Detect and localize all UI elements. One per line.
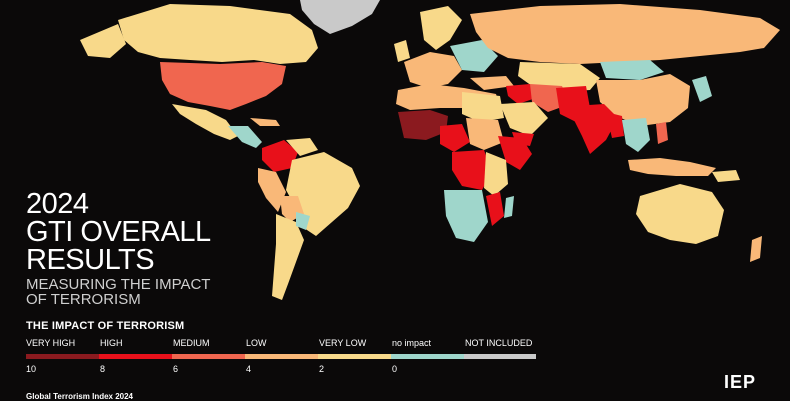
region-nigeria (440, 124, 470, 152)
legend-label-low: LOW (246, 338, 267, 348)
legend-label-high: HIGH (100, 338, 123, 348)
title-results: RESULTS (26, 244, 155, 276)
legend-swatch-not-included (464, 354, 536, 359)
legend-swatch-medium (172, 354, 245, 359)
iep-logo: IEP (724, 372, 757, 392)
region-venezuela (286, 138, 318, 156)
region-eastern-europe (450, 40, 498, 72)
region-greenland (300, 0, 380, 34)
subtitle-line1: MEASURING THE IMPACT (26, 276, 211, 293)
legend-swatch-high (99, 354, 172, 359)
region-philippines (656, 122, 668, 144)
legend-swatch-low (245, 354, 318, 359)
legend-labels: VERY HIGH HIGH MEDIUM LOW VERY LOW no im… (26, 338, 546, 352)
region-uk (394, 40, 410, 62)
legend-tick-6: 6 (173, 364, 179, 374)
region-sahel (398, 110, 448, 140)
legend-ticks: 10 8 6 4 2 0 (26, 364, 546, 376)
title-block: 2024 GTI OVERALL RESULTS MEASURING THE I… (26, 188, 211, 308)
legend-tick-2: 2 (319, 364, 325, 374)
legend-label-no-impact: no impact (392, 338, 432, 348)
region-east-africa (484, 152, 508, 196)
region-myanmar (606, 112, 624, 138)
region-scandinavia (420, 6, 462, 50)
legend-heading: THE IMPACT OF TERRORISM (26, 320, 185, 332)
legend-tick-4: 4 (246, 364, 252, 374)
region-ethiopia-somalia (498, 136, 532, 170)
region-mongolia (600, 60, 664, 80)
legend-swatch-very-high (26, 354, 99, 359)
region-southern-africa (444, 190, 488, 242)
legend-tick-10: 10 (26, 364, 37, 374)
legend-tick-0: 0 (392, 364, 398, 374)
subtitle-line2: OF TERRORISM (26, 291, 141, 308)
region-china (596, 74, 690, 126)
region-syria-iraq (506, 84, 536, 104)
region-korea-japan (692, 76, 712, 102)
region-turkey (470, 76, 514, 90)
legend-label-medium: MEDIUM (173, 338, 210, 348)
legend-tick-8: 8 (100, 364, 106, 374)
region-new-zealand (750, 236, 762, 262)
region-png (712, 170, 740, 182)
region-mozambique (486, 192, 504, 226)
legend-swatch-very-low (318, 354, 391, 359)
legend-label-not-included: NOT INCLUDED (465, 338, 533, 348)
region-canada (118, 4, 318, 64)
region-western-europe (404, 52, 462, 88)
region-madagascar (504, 196, 514, 218)
region-russia (470, 4, 780, 64)
region-australia (636, 184, 724, 244)
title-main: GTI OVERALL (26, 216, 211, 248)
region-colombia (262, 140, 298, 172)
region-peru (258, 168, 286, 212)
region-caribbean (250, 118, 280, 126)
legend: THE IMPACT OF TERRORISM VERY HIGH HIGH M… (26, 320, 546, 376)
legend-label-very-low: VERY LOW (319, 338, 367, 348)
legend-swatch-no-impact (391, 354, 464, 359)
region-india (574, 104, 618, 154)
region-saudi (500, 102, 548, 136)
region-central-asia (518, 62, 600, 92)
region-mexico (172, 104, 238, 140)
region-usa (160, 62, 286, 110)
region-sudan (466, 118, 504, 150)
region-alaska (80, 24, 126, 58)
region-chile-argentina (272, 214, 304, 300)
region-libya-egypt (462, 92, 504, 122)
legend-color-bar (26, 354, 546, 359)
region-paraguay (296, 212, 310, 230)
legend-label-very-high: VERY HIGH (26, 338, 76, 348)
footer-source: Global Terrorism Index 2024 (26, 392, 134, 401)
region-central-america (228, 126, 262, 148)
region-se-asia (622, 118, 650, 152)
title-year: 2024 (26, 188, 89, 220)
region-indonesia (628, 158, 716, 176)
region-drc (452, 150, 492, 190)
